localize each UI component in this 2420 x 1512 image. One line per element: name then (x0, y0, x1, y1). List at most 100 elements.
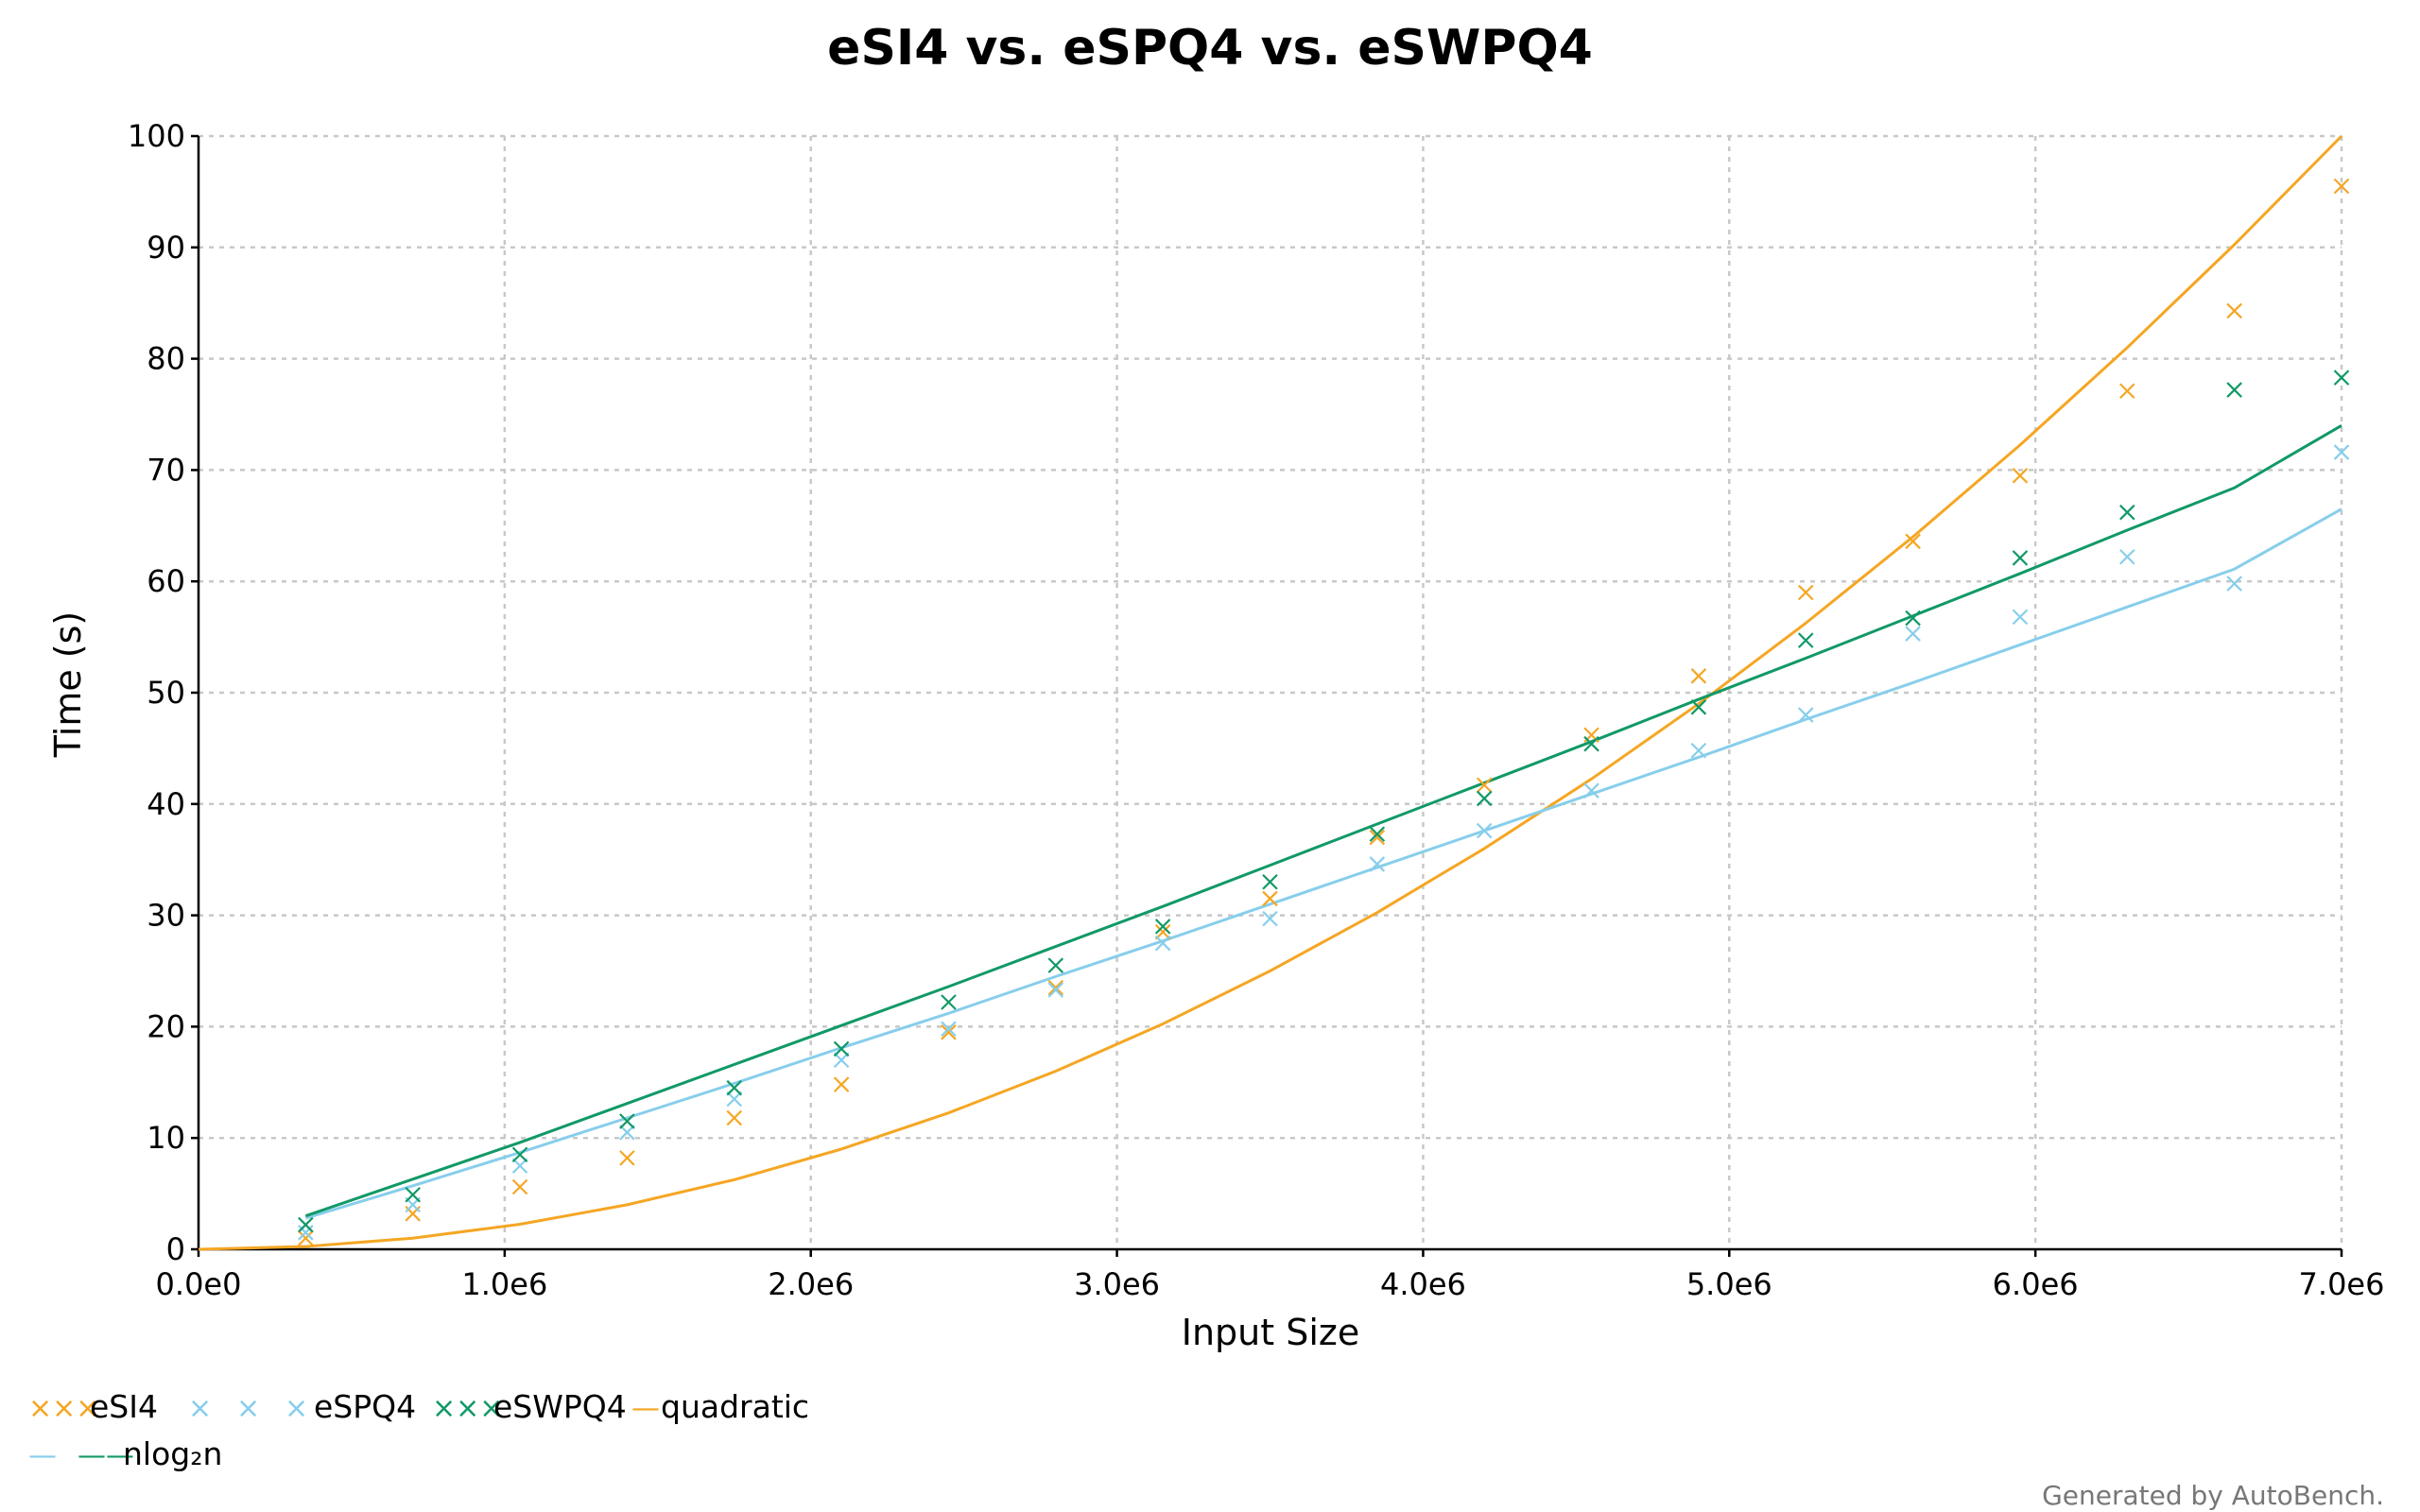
x-tick-label: 6.0e6 (1993, 1266, 2079, 1302)
legend-item: — (28, 1439, 57, 1472)
legend-item: ×××eSI4 (28, 1388, 158, 1425)
legend-item: × eSPQ4 (285, 1388, 416, 1425)
data-point-espq4 (2226, 576, 2242, 592)
x-tick-label: 5.0e6 (1686, 1266, 1772, 1302)
x-tick-label: 1.0e6 (461, 1266, 547, 1302)
data-point-espq4 (1047, 982, 1064, 998)
data-point-esi4 (2333, 178, 2350, 195)
data-point-espq4 (2333, 444, 2350, 460)
data-point-eswpq4 (726, 1079, 743, 1096)
legend-item: ——nlog₂n (78, 1435, 222, 1472)
y-tick-label: 30 (147, 898, 185, 934)
data-point-eswpq4 (1476, 790, 1493, 807)
x-tick-label: 3.0e6 (1074, 1266, 1160, 1302)
x-axis-label: Input Size (1182, 1312, 1359, 1353)
data-point-esi4 (619, 1150, 635, 1166)
series-line-quadratic (198, 134, 2343, 1251)
series-line-unnamed-5 (304, 423, 2342, 1218)
data-point-espq4 (511, 1158, 528, 1174)
data-point-espq4 (298, 1225, 314, 1241)
data-point-esi4 (833, 1076, 850, 1092)
legend-marker: × (236, 1392, 260, 1425)
legend-label: eSPQ4 (314, 1388, 416, 1425)
data-point-esi4 (1154, 923, 1171, 940)
x-tick-label: 2.0e6 (768, 1266, 854, 1302)
legend-item: × (188, 1392, 212, 1425)
data-point-eswpq4 (511, 1146, 528, 1163)
data-point-espq4 (1905, 626, 1921, 642)
axes-layer: 0.0e0 1.0e6 2.0e6 3.0e6 4.0e6 5.0e6 6.0e6 7.0e6… (128, 118, 2385, 1302)
data-point-eswpq4 (2012, 550, 2029, 566)
data-point-eswpq4 (1905, 610, 1921, 627)
footer-note: Generated by AutoBench. (2042, 1480, 2384, 1511)
data-point-esi4 (1797, 584, 1814, 601)
legend-label: eSWPQ4 (493, 1388, 627, 1425)
data-point-eswpq4 (1797, 632, 1814, 648)
data-point-esi4 (1262, 890, 1278, 907)
x-tick-label: 7.0e6 (2299, 1266, 2385, 1302)
data-point-eswpq4 (833, 1040, 850, 1057)
data-point-espq4 (1369, 856, 1386, 872)
data-point-espq4 (619, 1125, 635, 1141)
data-point-espq4 (1797, 707, 1814, 723)
data-point-espq4 (1262, 910, 1278, 927)
legend-item: × (236, 1392, 260, 1425)
legend-marker: — (631, 1392, 660, 1425)
data-point-eswpq4 (1262, 873, 1278, 890)
data-point-esi4 (941, 1024, 957, 1040)
legend-item: — quadratic (631, 1388, 809, 1425)
data-point-eswpq4 (1369, 826, 1386, 842)
legend-label: quadratic (661, 1388, 809, 1425)
y-tick-label: 40 (147, 786, 185, 822)
legend: ×××eSI4 × × × eSPQ4 ×××eSWPQ4— quadratic— ——nlo… (28, 1388, 809, 1472)
legend-item: ×××eSWPQ4 (432, 1388, 627, 1425)
data-point-eswpq4 (2119, 504, 2135, 521)
data-point-espq4 (1583, 782, 1599, 799)
data-point-espq4 (1476, 822, 1493, 839)
data-point-eswpq4 (1583, 735, 1599, 752)
chart-title: eSI4 vs. eSPQ4 vs. eSWPQ4 (827, 20, 1593, 77)
y-tick-label: 100 (128, 118, 185, 154)
y-tick-label: 80 (147, 341, 185, 377)
legend-label: nlog₂n (123, 1435, 222, 1472)
data-point-eswpq4 (405, 1187, 421, 1203)
data-point-espq4 (941, 1021, 957, 1038)
data-point-espq4 (833, 1052, 850, 1069)
data-point-eswpq4 (2333, 369, 2350, 386)
y-tick-label: 90 (147, 230, 185, 266)
y-tick-label: 0 (166, 1231, 185, 1267)
x-tick-label: 4.0e6 (1380, 1266, 1466, 1302)
y-tick-label: 70 (147, 452, 185, 488)
data-point-esi4 (1369, 829, 1386, 846)
data-point-esi4 (2226, 302, 2242, 319)
grid-layer (199, 134, 2343, 1249)
series-line-nlog-n (304, 507, 2342, 1220)
data-point-eswpq4 (1154, 919, 1171, 935)
series-layer (198, 134, 2350, 1251)
data-point-esi4 (1690, 668, 1707, 684)
data-point-esi4 (1047, 979, 1064, 996)
data-point-espq4 (2012, 609, 2029, 626)
data-point-eswpq4 (1047, 957, 1064, 973)
y-axis-label: Time (s) (47, 611, 89, 759)
data-point-espq4 (2119, 549, 2135, 565)
data-point-eswpq4 (1690, 699, 1707, 715)
legend-marker: —— (78, 1439, 134, 1472)
x-tick-label: 0.0e0 (156, 1266, 242, 1302)
legend-label: eSI4 (90, 1388, 158, 1425)
y-tick-label: 10 (147, 1120, 185, 1156)
legend-marker: — (28, 1439, 57, 1472)
data-point-espq4 (1154, 935, 1171, 952)
data-point-esi4 (726, 1109, 743, 1126)
y-tick-label: 20 (147, 1008, 185, 1044)
data-point-esi4 (2119, 383, 2135, 400)
data-point-esi4 (511, 1178, 528, 1195)
data-point-eswpq4 (2226, 382, 2242, 398)
data-point-esi4 (1905, 533, 1921, 550)
y-tick-label: 60 (147, 563, 185, 599)
data-point-espq4 (1690, 742, 1707, 759)
data-point-esi4 (2012, 468, 2029, 484)
legend-marker: ××× (28, 1392, 99, 1425)
